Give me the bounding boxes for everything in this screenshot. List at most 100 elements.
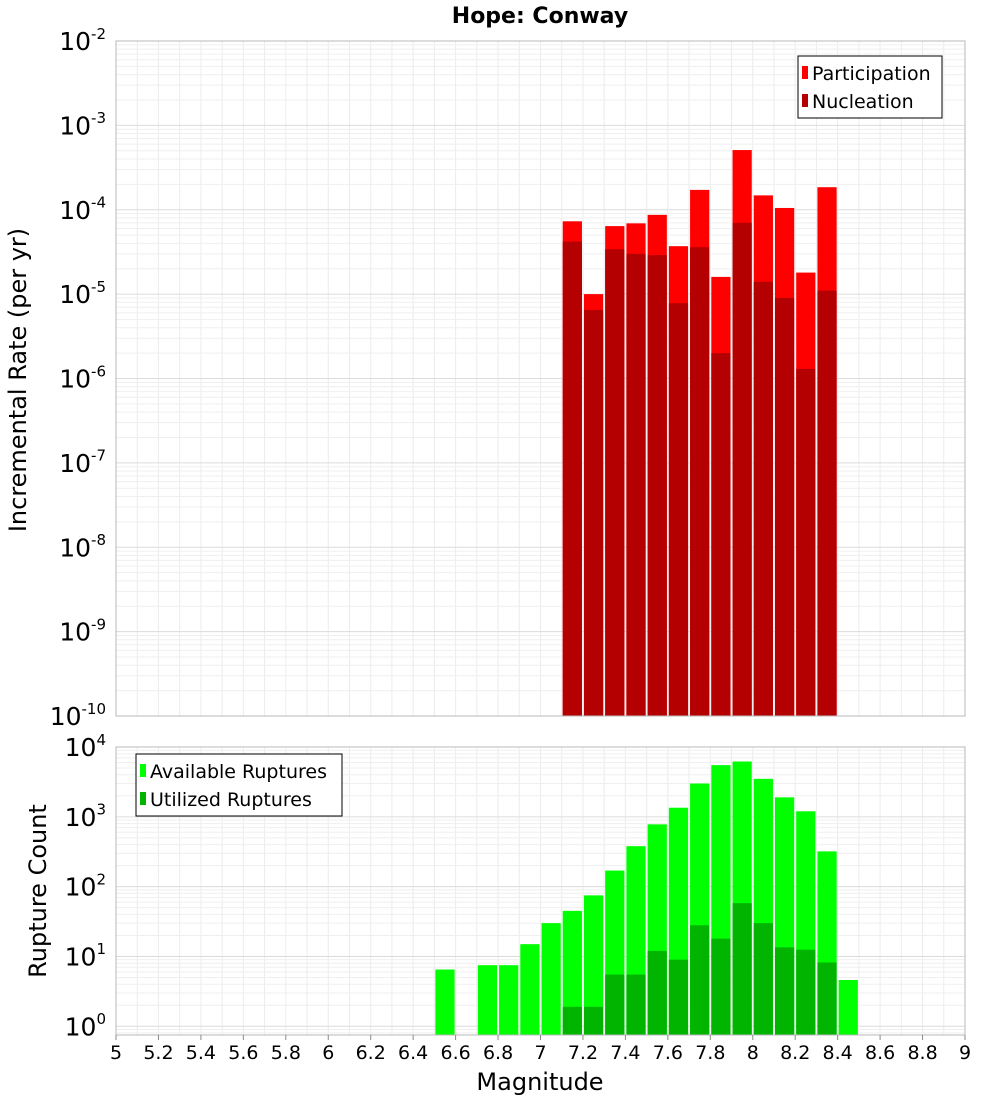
count-bar-b-12: [817, 962, 837, 1035]
count-y-tick-label: 100: [65, 1010, 106, 1041]
count-bar-b-2: [605, 974, 625, 1035]
magnitude-x-ticks: 5 5.2 5.4 5.6 5.8 6 6.2 6.4 6.6 6.8 7 7.2 7.4 7.6 7.8 8…: [110, 1035, 971, 1064]
count-bar-b-0: [562, 1006, 582, 1035]
x-tick-label: 7.4: [610, 1042, 640, 1064]
x-tick-label: 8.8: [907, 1042, 937, 1064]
rate-bar-b-1: [583, 309, 604, 716]
count-y-tick-exp: 3: [96, 801, 106, 819]
rate-y-tick-base: 10: [59, 533, 91, 562]
count-y-tick-exp: 2: [96, 870, 106, 888]
count-bar-b-11: [796, 949, 816, 1035]
count-bars: [435, 761, 858, 1035]
x-tick-label: 6.8: [483, 1042, 513, 1064]
rate-y-tick-label: 10-3: [59, 109, 106, 140]
count-bar-b-9: [753, 923, 773, 1035]
rate-legend: Participation Nucleation: [797, 55, 943, 119]
x-axis-label: Magnitude: [476, 1068, 603, 1096]
rate-legend-label: Participation: [812, 63, 931, 85]
rate-y-tick-exp: -9: [91, 615, 106, 633]
rate-y-tick-exp: -8: [91, 531, 106, 549]
count-bar-a-6: [583, 895, 604, 1035]
x-tick-label: 5.8: [271, 1042, 301, 1064]
count-y-tick-exp: 1: [96, 940, 106, 958]
rate-y-tick-base: 10: [59, 618, 91, 647]
count-bar-b-1: [583, 1006, 604, 1035]
x-tick-label: 8.4: [823, 1042, 853, 1064]
count-bar-b-3: [626, 974, 646, 1035]
count-bar-a-1: [477, 965, 498, 1035]
count-bar-b-5: [668, 959, 689, 1035]
rate-y-tick-exp: -6: [91, 362, 106, 380]
rate-bar-b-4: [647, 255, 667, 716]
count-bar-a-3: [520, 944, 540, 1035]
count-legend-swatch: [140, 792, 146, 805]
rate-y-tick-base: 10: [59, 196, 91, 225]
rate-bar-b-11: [796, 368, 816, 716]
rate-y-tick-base: 10: [59, 365, 91, 394]
rate-bar-b-6: [690, 247, 710, 716]
rate-bar-b-12: [817, 290, 837, 716]
count-y-axis-label: Rupture Count: [24, 804, 52, 978]
rate-bar-b-8: [732, 222, 752, 716]
count-y-tick-label: 103: [65, 801, 106, 832]
rate-legend-box: [797, 55, 943, 119]
x-tick-label: 6.4: [398, 1042, 428, 1064]
x-tick-label: 6: [322, 1042, 334, 1064]
count-bar-a-0: [435, 969, 455, 1035]
x-tick-label: 5.6: [228, 1042, 258, 1064]
rate-y-tick-exp: -10: [82, 700, 107, 718]
rate-bar-b-5: [668, 303, 689, 716]
rate-legend-swatch: [802, 94, 808, 107]
count-legend-box: [135, 753, 343, 817]
count-bar-a-5: [562, 910, 582, 1035]
x-tick-label: 8: [747, 1042, 759, 1064]
count-y-tick-base: 10: [65, 1012, 97, 1041]
x-tick-label: 5.2: [143, 1042, 173, 1064]
rate-grid: [115, 41, 966, 717]
rate-y-tick-label: 10-4: [59, 194, 106, 225]
rate-y-tick-exp: -4: [91, 194, 106, 212]
x-tick-label: 9: [959, 1042, 971, 1064]
count-bar-a-4: [541, 923, 561, 1035]
count-bar-b-6: [690, 925, 710, 1035]
rate-y-tick-base: 10: [59, 27, 91, 56]
chart-title: Hope: Conway: [452, 4, 628, 29]
rate-bar-b-9: [753, 281, 773, 716]
rate-y-tick-base: 10: [59, 449, 91, 478]
rate-bar-b-10: [774, 297, 795, 716]
rate-y-tick-base: 10: [59, 111, 91, 140]
x-tick-label: 7.6: [653, 1042, 683, 1064]
rate-y-tick-label: 10-7: [59, 447, 106, 478]
count-y-tick-base: 10: [65, 733, 97, 762]
rate-y-tick-base: 10: [50, 702, 82, 731]
count-y-tick-base: 10: [65, 942, 97, 971]
rate-legend-swatch: [802, 66, 808, 79]
rate-plot-frame: [115, 40, 966, 717]
rate-y-tick-label: 10-10: [50, 700, 106, 731]
rate-y-tick-exp: -2: [91, 25, 106, 43]
count-y-tick-base: 10: [65, 803, 97, 832]
x-tick-label: 7.8: [695, 1042, 725, 1064]
x-tick-label: 8.2: [780, 1042, 810, 1064]
x-tick-label: 5: [110, 1042, 122, 1064]
rate-legend-label: Nucleation: [812, 91, 914, 113]
count-y-tick-label: 101: [65, 940, 106, 971]
rate-y-tick-label: 10-5: [59, 278, 106, 309]
rate-y-tick-label: 10-6: [59, 362, 106, 393]
rate-y-tick-exp: -7: [91, 447, 106, 465]
x-tick-label: 7: [534, 1042, 546, 1064]
count-legend: Available Ruptures Utilized Ruptures: [135, 753, 343, 817]
count-bar-b-7: [711, 938, 731, 1035]
rate-bars: [562, 150, 837, 717]
rate-y-tick-label: 10-2: [59, 25, 106, 56]
x-tick-label: 6.6: [440, 1042, 470, 1064]
count-legend-label: Utilized Ruptures: [150, 789, 312, 811]
rate-bar-b-0: [562, 241, 582, 717]
x-tick-label: 7.2: [568, 1042, 598, 1064]
